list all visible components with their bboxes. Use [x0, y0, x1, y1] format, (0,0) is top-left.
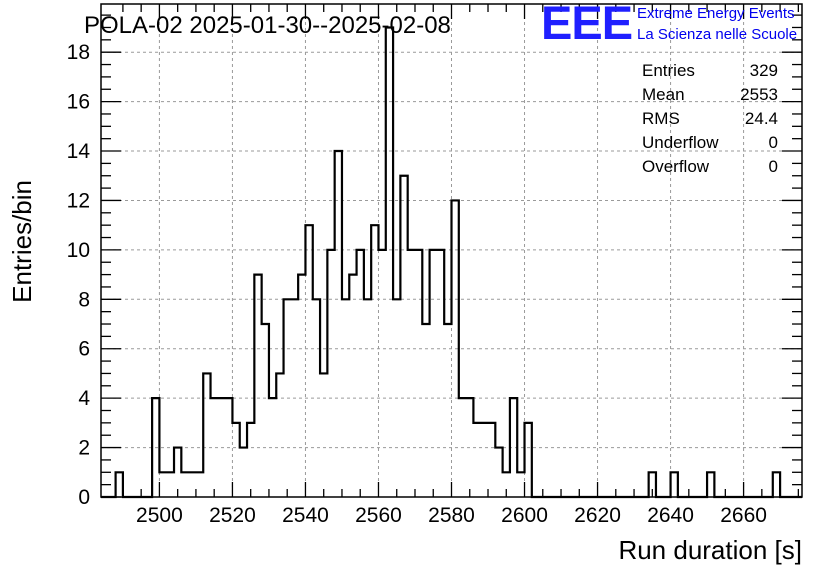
x-axis-label: Run duration [s] [618, 535, 802, 565]
x-tick-label: 2600 [501, 504, 548, 527]
y-tick-label: 18 [67, 41, 90, 64]
logo-line-1: Extreme Energy Events [637, 5, 795, 22]
y-tick-label: 8 [78, 288, 90, 311]
y-tick-label: 0 [78, 486, 90, 509]
y-tick-labels: 0 2 4 6 8 10 12 14 16 18 [67, 41, 91, 509]
stats-label: Entries [642, 61, 695, 80]
logo-line-2: La Scienza nelle Scuole [637, 26, 797, 43]
y-axis-label: Entries/bin [7, 180, 37, 303]
x-tick-label: 2500 [136, 504, 183, 527]
x-tick-label: 2540 [282, 504, 329, 527]
axis-ticks [101, 4, 802, 498]
y-tick-label: 4 [78, 387, 90, 410]
y-tick-label: 6 [78, 338, 90, 361]
stats-value: 0 [769, 157, 778, 176]
grid-lines [101, 4, 802, 497]
x-tick-label: 2520 [209, 504, 256, 527]
stats-box: Entries 329 Mean 2553 RMS 24.4 Underflow 0 Overf… [642, 61, 778, 176]
x-tick-label: 2660 [720, 504, 767, 527]
stats-value: 329 [750, 61, 778, 80]
x-tick-label: 2560 [355, 504, 402, 527]
stats-label: Overflow [642, 157, 710, 176]
stats-value: 0 [769, 133, 778, 152]
stats-label: Mean [642, 85, 685, 104]
x-tick-label: 2620 [574, 504, 621, 527]
stats-label: RMS [642, 109, 680, 128]
y-tick-label: 14 [67, 140, 91, 163]
stats-label: Underflow [642, 133, 719, 152]
x-tick-label: 2640 [647, 504, 694, 527]
x-tick-label: 2580 [428, 504, 475, 527]
y-tick-label: 16 [67, 91, 90, 114]
y-tick-label: 12 [67, 189, 90, 212]
stats-value: 24.4 [745, 109, 778, 128]
x-tick-labels: 2500 2520 2540 2560 2580 2600 2620 2640 2660 [136, 504, 767, 527]
y-tick-label: 10 [67, 239, 90, 262]
stats-value: 2553 [740, 85, 778, 104]
chart-title: POLA-02 2025-01-30--2025-02-08 [84, 12, 451, 39]
y-tick-label: 2 [78, 437, 90, 460]
eee-logo-mark: EEE [541, 0, 632, 49]
